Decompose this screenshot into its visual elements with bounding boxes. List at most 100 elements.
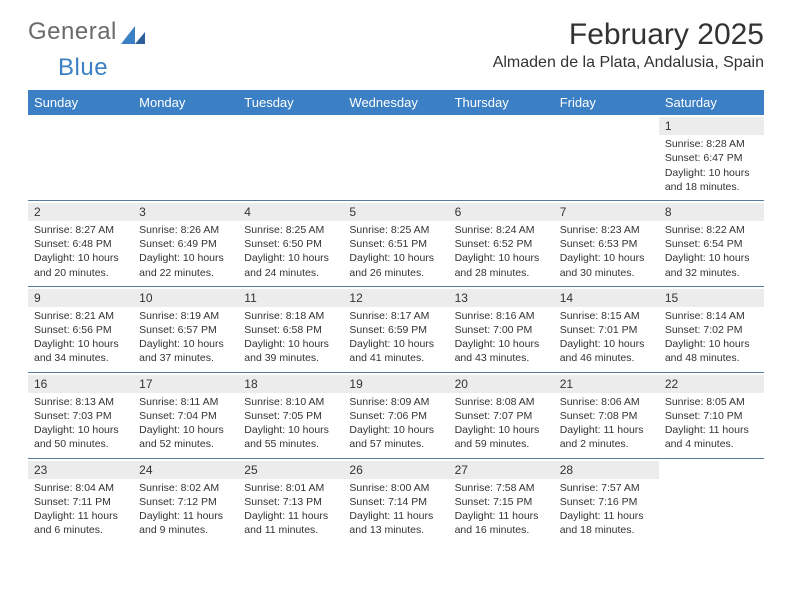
weekday-wednesday: Wednesday [343, 90, 448, 115]
day-cell: 13Sunrise: 8:16 AMSunset: 7:00 PMDayligh… [449, 287, 554, 372]
week-row: 9Sunrise: 8:21 AMSunset: 6:56 PMDaylight… [28, 286, 764, 372]
sunrise-text: Sunrise: 8:17 AM [349, 309, 442, 323]
sunset-text: Sunset: 6:48 PM [34, 237, 127, 251]
day-number: 22 [659, 375, 764, 393]
sunrise-text: Sunrise: 8:01 AM [244, 481, 337, 495]
day-number: 4 [238, 203, 343, 221]
day-number: 17 [133, 375, 238, 393]
sunset-text: Sunset: 7:02 PM [665, 323, 758, 337]
sunset-text: Sunset: 6:49 PM [139, 237, 232, 251]
month-title: February 2025 [493, 18, 764, 52]
sunset-text: Sunset: 7:15 PM [455, 495, 548, 509]
week-row: 1Sunrise: 8:28 AMSunset: 6:47 PMDaylight… [28, 115, 764, 200]
sunset-text: Sunset: 7:13 PM [244, 495, 337, 509]
sunrise-text: Sunrise: 8:19 AM [139, 309, 232, 323]
sunset-text: Sunset: 7:11 PM [34, 495, 127, 509]
day-number: 3 [133, 203, 238, 221]
day-number: 2 [28, 203, 133, 221]
daylight-text: Daylight: 10 hours and 43 minutes. [455, 337, 548, 365]
daylight-text: Daylight: 10 hours and 37 minutes. [139, 337, 232, 365]
sunrise-text: Sunrise: 8:02 AM [139, 481, 232, 495]
day-cell: 17Sunrise: 8:11 AMSunset: 7:04 PMDayligh… [133, 373, 238, 458]
day-cell: 11Sunrise: 8:18 AMSunset: 6:58 PMDayligh… [238, 287, 343, 372]
day-cell: 4Sunrise: 8:25 AMSunset: 6:50 PMDaylight… [238, 201, 343, 286]
day-cell: 7Sunrise: 8:23 AMSunset: 6:53 PMDaylight… [554, 201, 659, 286]
sunrise-text: Sunrise: 8:22 AM [665, 223, 758, 237]
sunset-text: Sunset: 6:50 PM [244, 237, 337, 251]
sunrise-text: Sunrise: 7:57 AM [560, 481, 653, 495]
day-number: 10 [133, 289, 238, 307]
sunset-text: Sunset: 6:59 PM [349, 323, 442, 337]
day-cell: 10 Sunrise: 8:19 AMSunset: 6:57 PMDayligh… [133, 287, 238, 372]
sunset-text: Sunset: 7:00 PM [455, 323, 548, 337]
weekday-thursday: Thursday [449, 90, 554, 115]
day-cell: 19Sunrise: 8:09 AMSunset: 7:06 PMDayligh… [343, 373, 448, 458]
sunset-text: Sunset: 7:06 PM [349, 409, 442, 423]
sunset-text: Sunset: 6:54 PM [665, 237, 758, 251]
day-cell: 28Sunrise: 7:57 AMSunset: 7:16 PMDayligh… [554, 459, 659, 544]
daylight-text: Daylight: 10 hours and 18 minutes. [665, 166, 758, 194]
weekday-friday: Friday [554, 90, 659, 115]
sunrise-text: Sunrise: 8:14 AM [665, 309, 758, 323]
day-cell: 21Sunrise: 8:06 AMSunset: 7:08 PMDayligh… [554, 373, 659, 458]
sunrise-text: Sunrise: 8:00 AM [349, 481, 442, 495]
day-number: 14 [554, 289, 659, 307]
day-number: 20 [449, 375, 554, 393]
daylight-text: Daylight: 10 hours and 39 minutes. [244, 337, 337, 365]
sunset-text: Sunset: 7:07 PM [455, 409, 548, 423]
day-cell-empty [28, 115, 133, 200]
sunset-text: Sunset: 6:53 PM [560, 237, 653, 251]
sunset-text: Sunset: 6:52 PM [455, 237, 548, 251]
day-number: 6 [449, 203, 554, 221]
day-cell: 26Sunrise: 8:00 AMSunset: 7:14 PMDayligh… [343, 459, 448, 544]
day-cell-empty [659, 459, 764, 544]
daylight-text: Daylight: 10 hours and 28 minutes. [455, 251, 548, 279]
daylight-text: Daylight: 10 hours and 52 minutes. [139, 423, 232, 451]
sunrise-text: Sunrise: 8:08 AM [455, 395, 548, 409]
day-cell: 22Sunrise: 8:05 AMSunset: 7:10 PMDayligh… [659, 373, 764, 458]
day-cell-empty [238, 115, 343, 200]
day-cell-empty [554, 115, 659, 200]
day-number: 24 [133, 461, 238, 479]
weekday-saturday: Saturday [659, 90, 764, 115]
sunrise-text: Sunrise: 8:05 AM [665, 395, 758, 409]
day-cell: 3Sunrise: 8:26 AMSunset: 6:49 PMDaylight… [133, 201, 238, 286]
day-number: 7 [554, 203, 659, 221]
daylight-text: Daylight: 10 hours and 32 minutes. [665, 251, 758, 279]
day-number: 28 [554, 461, 659, 479]
sunset-text: Sunset: 7:16 PM [560, 495, 653, 509]
day-cell: 2Sunrise: 8:27 AMSunset: 6:48 PMDaylight… [28, 201, 133, 286]
day-cell: 8Sunrise: 8:22 AMSunset: 6:54 PMDaylight… [659, 201, 764, 286]
day-cell: 18Sunrise: 8:10 AMSunset: 7:05 PMDayligh… [238, 373, 343, 458]
sunrise-text: Sunrise: 8:06 AM [560, 395, 653, 409]
day-cell: 6Sunrise: 8:24 AMSunset: 6:52 PMDaylight… [449, 201, 554, 286]
sunset-text: Sunset: 7:08 PM [560, 409, 653, 423]
weekday-monday: Monday [133, 90, 238, 115]
sunset-text: Sunset: 6:51 PM [349, 237, 442, 251]
day-cell: 12Sunrise: 8:17 AMSunset: 6:59 PMDayligh… [343, 287, 448, 372]
daylight-text: Daylight: 10 hours and 20 minutes. [34, 251, 127, 279]
weekday-tuesday: Tuesday [238, 90, 343, 115]
sunrise-text: Sunrise: 8:15 AM [560, 309, 653, 323]
day-number: 21 [554, 375, 659, 393]
sunset-text: Sunset: 6:56 PM [34, 323, 127, 337]
sunset-text: Sunset: 7:01 PM [560, 323, 653, 337]
sunrise-text: Sunrise: 8:04 AM [34, 481, 127, 495]
daylight-text: Daylight: 10 hours and 55 minutes. [244, 423, 337, 451]
sunrise-text: Sunrise: 8:23 AM [560, 223, 653, 237]
day-number: 1 [659, 117, 764, 135]
day-number: 18 [238, 375, 343, 393]
daylight-text: Daylight: 11 hours and 16 minutes. [455, 509, 548, 537]
day-cell: 5Sunrise: 8:25 AMSunset: 6:51 PMDaylight… [343, 201, 448, 286]
day-number: 15 [659, 289, 764, 307]
daylight-text: Daylight: 10 hours and 46 minutes. [560, 337, 653, 365]
logo-text-blue: Blue [58, 54, 108, 82]
sunset-text: Sunset: 7:04 PM [139, 409, 232, 423]
day-cell: 14 Sunrise: 8:15 AMSunset: 7:01 PMDayligh… [554, 287, 659, 372]
sunrise-text: Sunrise: 8:21 AM [34, 309, 127, 323]
day-number: 23 [28, 461, 133, 479]
daylight-text: Daylight: 10 hours and 48 minutes. [665, 337, 758, 365]
sunset-text: Sunset: 6:57 PM [139, 323, 232, 337]
day-cell: 9Sunrise: 8:21 AMSunset: 6:56 PMDaylight… [28, 287, 133, 372]
daylight-text: Daylight: 10 hours and 59 minutes. [455, 423, 548, 451]
